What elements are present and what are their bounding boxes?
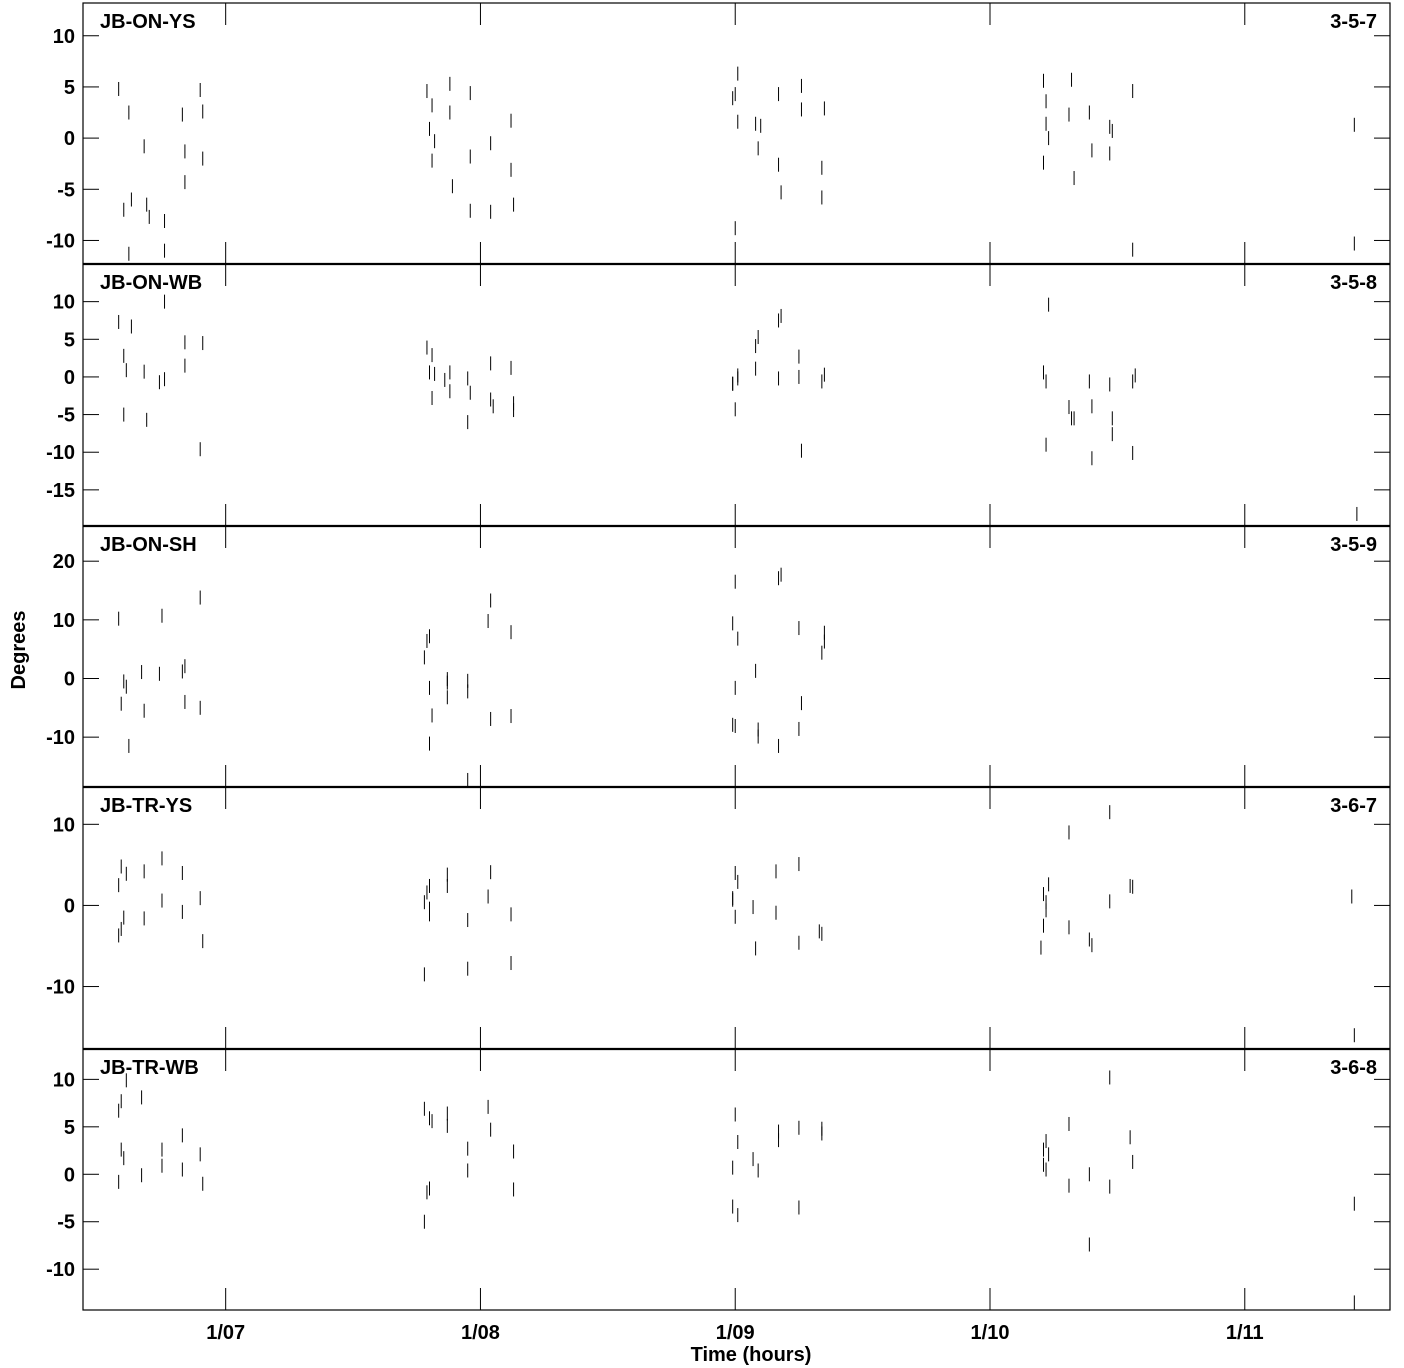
baseline-code: 3-6-7 <box>1330 795 1377 817</box>
y-tick-label: -10 <box>46 442 75 464</box>
y-tick-label: 5 <box>64 77 75 99</box>
baseline-code: 3-5-7 <box>1330 11 1377 33</box>
y-tick-label: -10 <box>46 977 75 999</box>
baseline-label: JB-ON-SH <box>100 534 197 556</box>
y-tick-label: 10 <box>53 1069 75 1091</box>
x-tick-label: 1/08 <box>461 1322 500 1344</box>
y-tick-label: 0 <box>64 128 75 150</box>
y-tick-label: -10 <box>46 1259 75 1281</box>
panel-jb-on-wb: 10 5 0 -5 -10 -15 JB-ON-WB 3-5-8 <box>46 262 1390 526</box>
y-tick-label: -10 <box>46 727 75 749</box>
y-tick-label: -5 <box>57 1212 75 1234</box>
baseline-code: 3-5-9 <box>1330 534 1377 556</box>
x-tick-label: 1/10 <box>971 1322 1010 1344</box>
y-tick-label: 10 <box>53 26 75 48</box>
x-axis-title: Time (hours) <box>691 1344 812 1366</box>
baseline-label: JB-ON-WB <box>100 272 202 294</box>
baseline-code: 3-5-8 <box>1330 272 1377 294</box>
baseline-label: JB-ON-YS <box>100 11 196 33</box>
y-tick-label: 0 <box>64 895 75 917</box>
baseline-label: JB-TR-YS <box>100 795 192 817</box>
y-tick-label: 5 <box>64 1117 75 1139</box>
y-tick-label: -5 <box>57 179 75 201</box>
panel-jb-tr-wb: 10 5 0 -5 -10 JB-TR-WB 3-6-8 <box>46 1047 1390 1310</box>
y-tick-label: 10 <box>53 610 75 632</box>
baseline-code: 3-6-8 <box>1330 1057 1377 1079</box>
panel-jb-on-ys: 10 5 0 -5 -10 JB-ON-YS 3-5-7 <box>46 3 1390 264</box>
baseline-label: JB-TR-WB <box>100 1057 199 1079</box>
y-tick-label: 0 <box>64 1164 75 1186</box>
panels: 10 5 0 -5 -10 JB-ON-YS 3-5-7 10 5 0 -5 -10 -15 JB-ON-… <box>46 3 1390 1310</box>
x-axis: 1/07 1/08 1/09 1/10 1/11 <box>206 1322 1263 1344</box>
y-tick-label: -10 <box>46 230 75 252</box>
plot-border <box>82 2 1391 1311</box>
y-tick-label: 5 <box>64 329 75 351</box>
x-tick-label: 1/09 <box>716 1322 755 1344</box>
y-axis-title: Degrees <box>8 611 30 690</box>
panel-jb-on-sh: 20 10 0 -10 JB-ON-SH 3-5-9 <box>46 524 1390 787</box>
y-tick-label: 0 <box>64 668 75 690</box>
y-tick-label: -5 <box>57 405 75 427</box>
x-tick-label: 1/07 <box>206 1322 245 1344</box>
y-tick-label: -15 <box>46 480 75 502</box>
x-tick-label: 1/11 <box>1226 1322 1264 1344</box>
y-tick-label: 10 <box>53 292 75 314</box>
y-tick-label: 10 <box>53 814 75 836</box>
plot-frame <box>82 2 1391 1311</box>
panel-jb-tr-ys: 10 0 -10 JB-TR-YS 3-6-7 <box>46 785 1390 1049</box>
y-tick-label: 0 <box>64 367 75 389</box>
y-tick-label: 20 <box>53 551 75 573</box>
